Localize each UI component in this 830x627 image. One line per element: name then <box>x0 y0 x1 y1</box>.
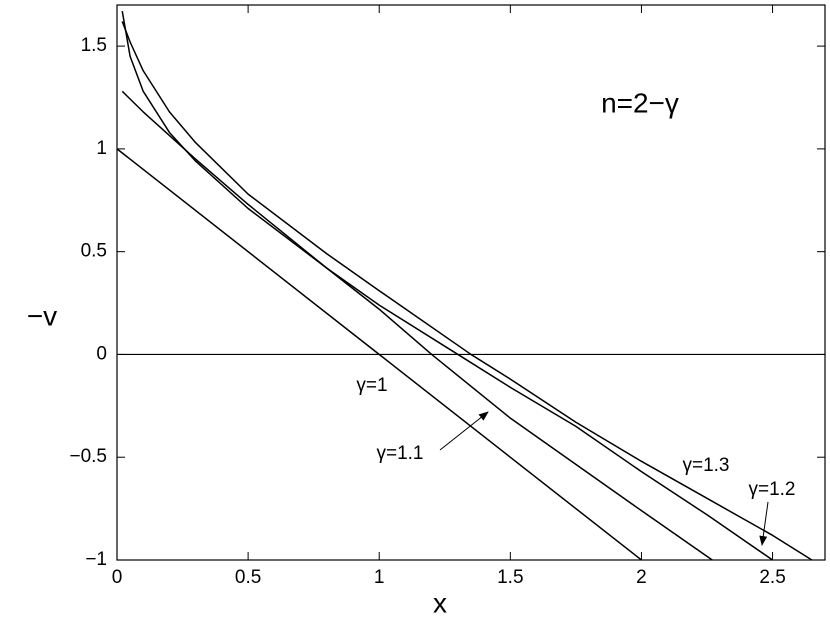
x-tick-label: 1 <box>374 567 385 588</box>
plot-frame <box>116 4 826 561</box>
series-label: γ=1 <box>356 375 387 396</box>
x-tick-label: 2 <box>636 567 647 588</box>
arrow <box>759 501 769 546</box>
x-axis-label: x <box>433 587 447 618</box>
x-tick-label: 2.5 <box>759 567 785 588</box>
arrow <box>439 411 489 451</box>
series-label: γ=1.1 <box>376 443 423 464</box>
series-line <box>121 90 713 561</box>
series-line <box>121 21 813 561</box>
series-line <box>121 11 773 561</box>
y-tick-label: 1.5 <box>81 35 107 56</box>
x-tick-label: 0.5 <box>235 567 261 588</box>
y-axis-label: −v <box>27 300 57 331</box>
y-tick-label: 1 <box>96 138 107 159</box>
series-label: γ=1.3 <box>682 455 729 476</box>
y-tick-label: 0 <box>96 343 107 364</box>
x-tick-label: 1.5 <box>497 567 523 588</box>
annotation: n=2−γ <box>601 87 679 118</box>
y-tick-label: −0.5 <box>69 446 107 467</box>
series-line <box>116 148 642 561</box>
y-tick-label: 0.5 <box>81 241 107 262</box>
series-label: γ=1.2 <box>748 479 795 500</box>
x-tick-label: 0 <box>112 567 123 588</box>
y-tick-label: −1 <box>85 549 107 570</box>
